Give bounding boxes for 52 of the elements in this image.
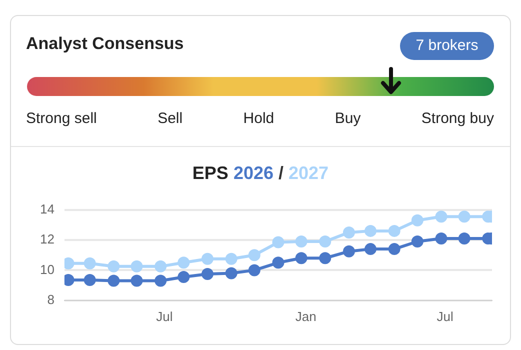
point [364,224,377,237]
point [272,236,284,248]
text: Analyst Consensus [26,34,184,54]
category-label: Sell [158,110,183,127]
point [84,274,96,286]
point [130,260,143,272]
y-tick-label: 12 [40,232,54,247]
point [411,236,424,248]
category-label: Strong sell [26,110,97,127]
x-tick-label: Jul [156,308,173,324]
category-label: Buy [334,110,361,127]
point [248,249,260,262]
point [295,252,308,264]
point [364,243,377,256]
point [108,260,120,272]
y-tick-label: 8 [47,292,54,307]
point [435,210,448,223]
point [248,264,260,276]
point [272,256,284,269]
text: 2027 [288,163,329,183]
point [201,268,214,280]
chart-title: EPS [192,163,230,183]
point [411,214,424,226]
point [388,224,400,237]
point [84,257,96,270]
text: 2026 [233,163,274,183]
point [154,274,167,287]
category-label: Strong buy [421,110,494,127]
point [295,236,308,248]
point [435,232,448,244]
point [178,270,190,283]
point [178,256,190,269]
point [342,226,355,238]
category-label: Hold [243,110,274,127]
point [319,236,332,248]
text: 7 brokers [400,32,494,60]
y-tick-label: 14 [40,201,54,216]
point [342,245,355,258]
point [130,274,143,287]
y-tick-label: 10 [40,262,54,277]
point [458,210,470,223]
point [458,232,470,244]
point [225,252,238,265]
point [201,252,214,265]
x-tick-label: Jul [436,308,454,324]
point [154,260,167,272]
point [388,243,400,256]
point [108,274,120,287]
point [225,267,238,280]
point [319,252,332,264]
text: / [278,163,285,183]
x-tick-label: Jan [295,308,316,324]
